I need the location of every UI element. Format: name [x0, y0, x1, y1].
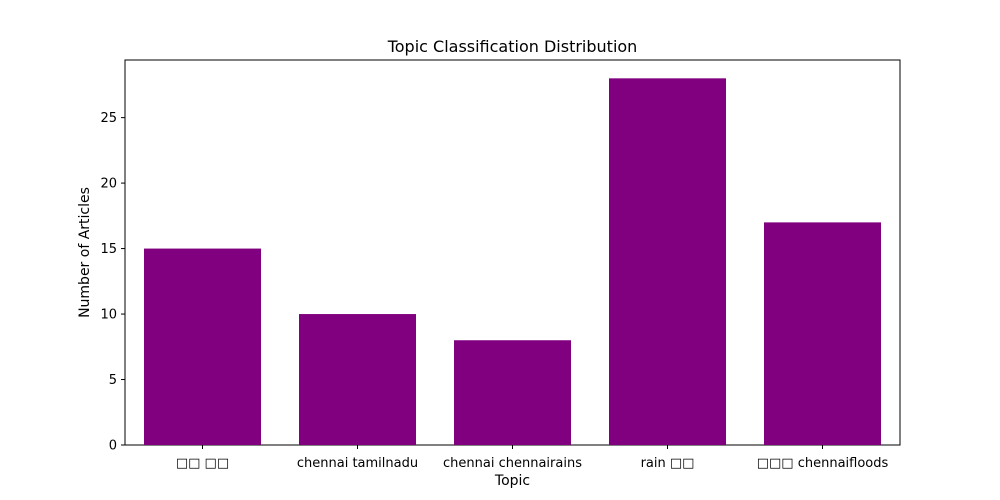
x-axis-ticks: □□ □□ chennai tamilnadu chennai chennairai…	[176, 445, 889, 471]
x-tick-label-0: □□ □□	[176, 456, 229, 471]
y-tick-label-4: 20	[100, 177, 117, 192]
x-tick-label-1: chennai tamilnadu	[297, 456, 418, 471]
bar-4	[764, 222, 881, 445]
y-tick-label-0: 0	[109, 439, 117, 454]
bar-1	[299, 314, 416, 445]
bars-group	[144, 78, 881, 445]
x-axis-label: Topic	[494, 473, 530, 489]
x-tick-label-3: rain □□	[641, 456, 695, 471]
bar-2	[454, 340, 571, 445]
chart-title: Topic Classification Distribution	[387, 37, 638, 56]
y-tick-label-5: 25	[100, 111, 117, 126]
bar-0	[144, 248, 261, 445]
y-axis-label: Number of Articles	[77, 187, 93, 318]
y-tick-label-2: 10	[100, 308, 117, 323]
y-axis-ticks: 0 5 10 15 20 25	[100, 111, 125, 454]
x-tick-label-2: chennai chennairains	[443, 456, 582, 471]
y-tick-label-1: 5	[109, 373, 117, 388]
x-tick-label-4: □□□ chennaifloods	[757, 456, 889, 471]
y-tick-label-3: 15	[100, 242, 117, 257]
bar-3	[609, 78, 726, 445]
